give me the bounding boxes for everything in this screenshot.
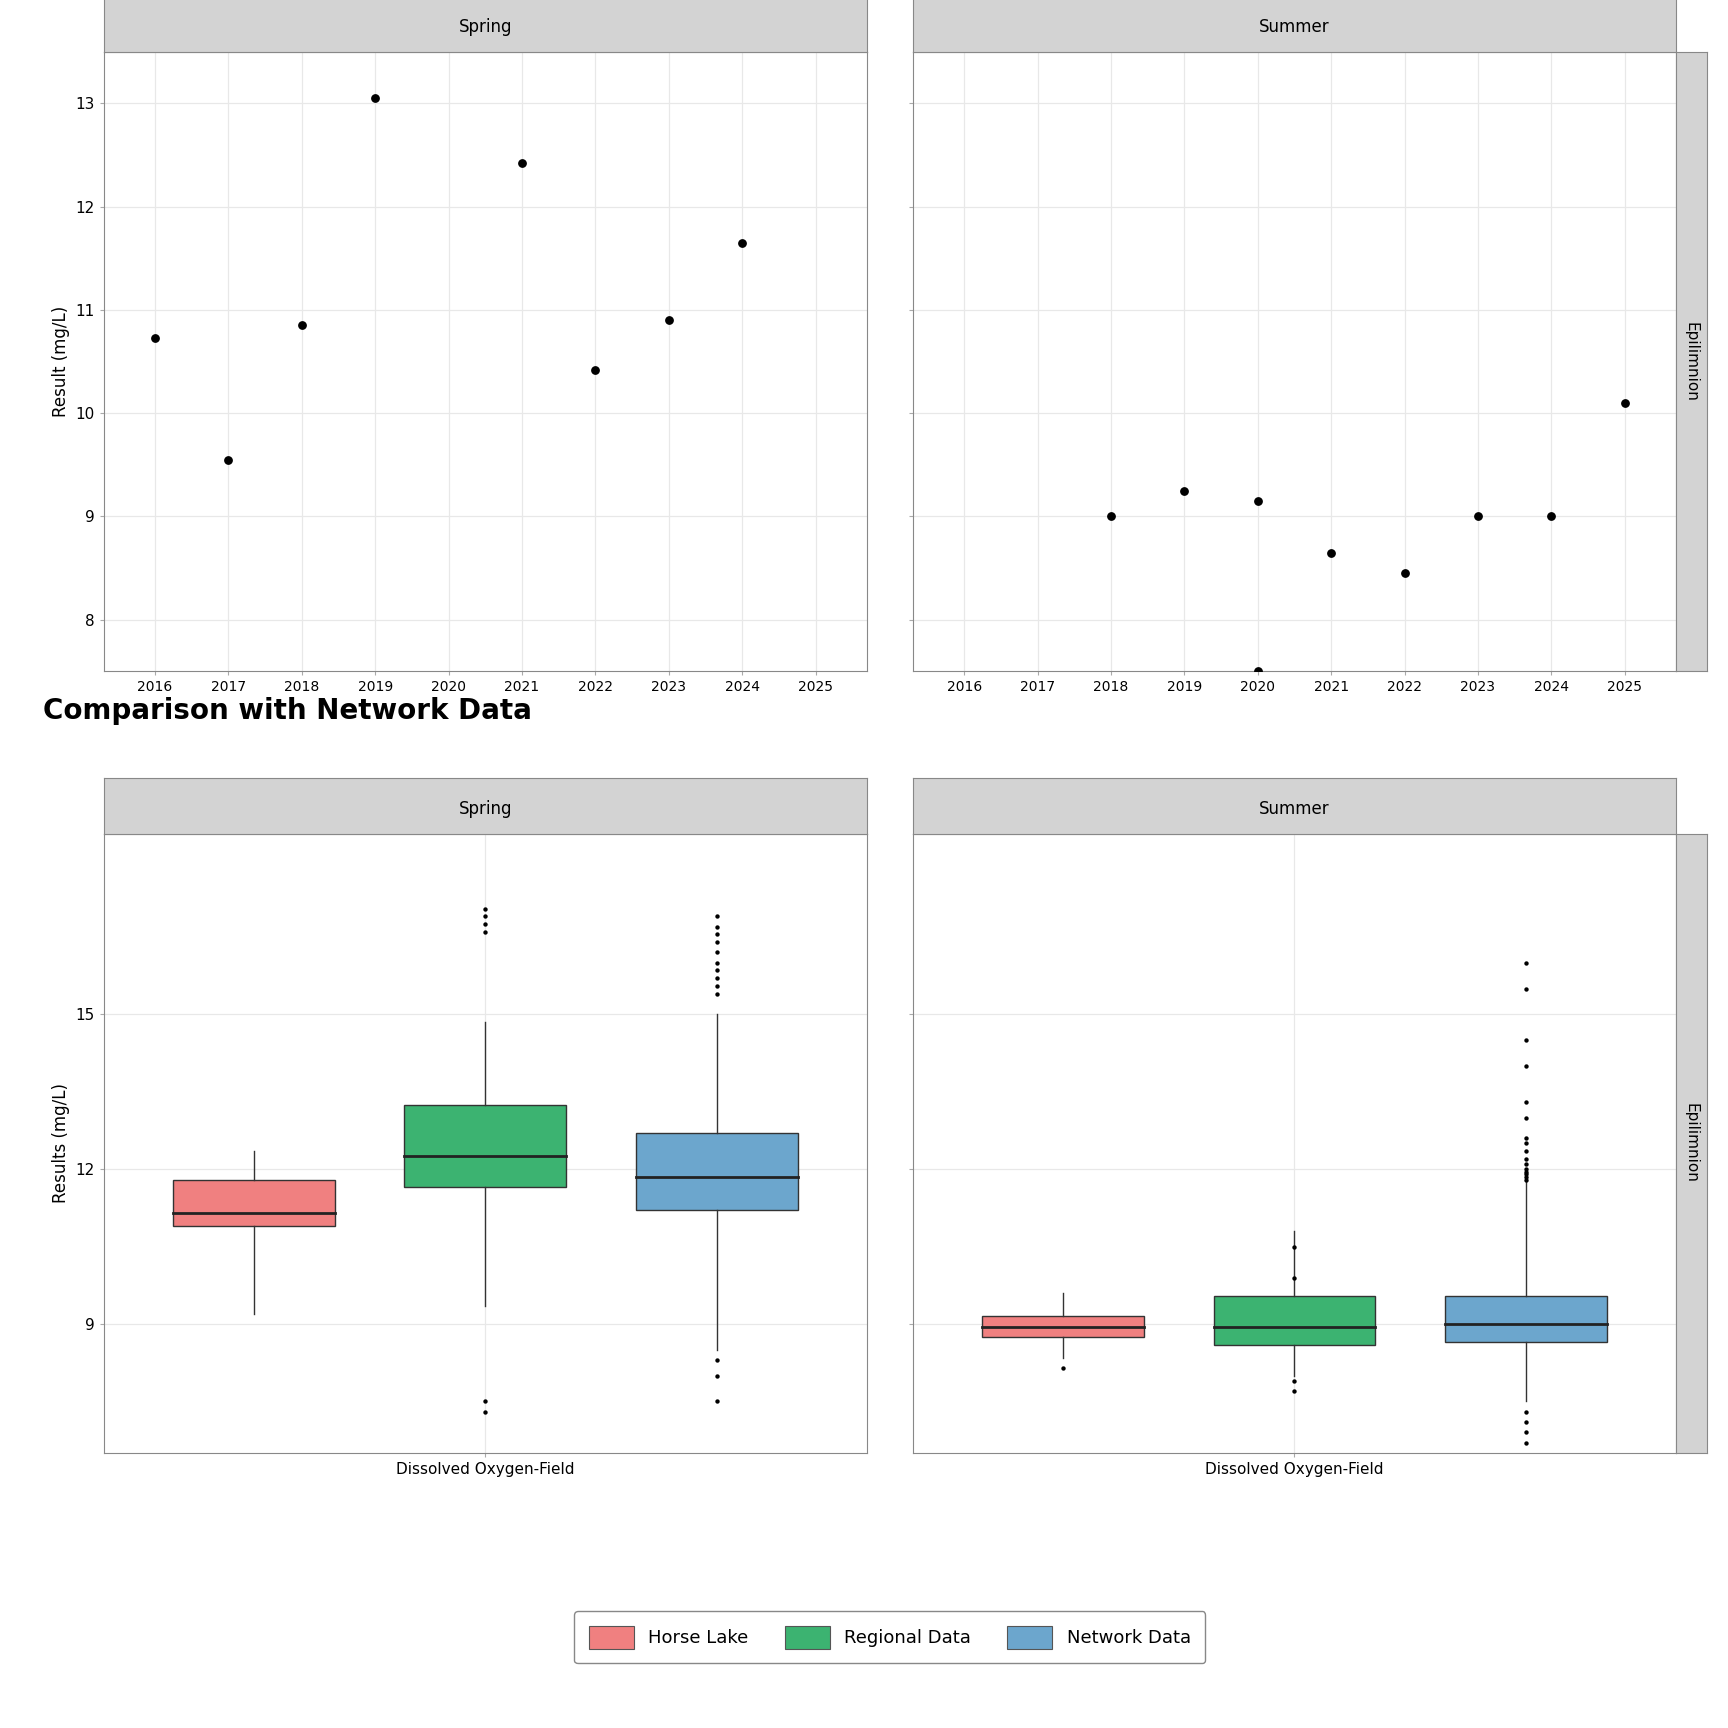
Point	[1512, 1429, 1540, 1457]
Point	[1512, 1104, 1540, 1132]
Point	[214, 446, 242, 473]
Point	[1280, 1232, 1308, 1260]
Bar	[982, 1317, 1144, 1337]
Point	[1512, 1052, 1540, 1080]
Point	[1280, 1263, 1308, 1291]
Point	[472, 911, 499, 938]
Point	[1512, 1146, 1540, 1173]
Point	[1512, 1158, 1540, 1185]
Point	[703, 902, 731, 930]
Point	[1512, 949, 1540, 976]
Point	[703, 928, 731, 956]
Point	[1512, 1151, 1540, 1178]
Point	[703, 964, 731, 992]
Point	[1317, 539, 1344, 567]
Point	[472, 895, 499, 923]
Point	[703, 1346, 731, 1374]
Point	[703, 980, 731, 1007]
Point	[1512, 1163, 1540, 1191]
Point	[703, 949, 731, 976]
Point	[1244, 487, 1272, 515]
Point	[1464, 503, 1491, 530]
Point	[472, 1398, 499, 1426]
Point	[1280, 1367, 1308, 1394]
Point	[1097, 503, 1125, 530]
Bar	[173, 1180, 335, 1225]
Bar	[1445, 1296, 1607, 1343]
Point	[1391, 560, 1419, 588]
Point	[1512, 1161, 1540, 1189]
Point	[1512, 1398, 1540, 1426]
Point	[703, 973, 731, 1001]
Point	[472, 1388, 499, 1415]
Point	[1170, 477, 1198, 505]
Point	[1512, 1419, 1540, 1446]
Point	[1512, 1408, 1540, 1436]
Point	[1512, 1137, 1540, 1165]
Point	[1244, 657, 1272, 684]
Point	[1049, 1355, 1077, 1382]
Point	[1280, 1377, 1308, 1405]
Point	[1512, 1026, 1540, 1054]
Point	[1512, 1166, 1540, 1194]
Point	[508, 150, 536, 178]
Bar	[636, 1134, 798, 1211]
Point	[703, 957, 731, 985]
Bar	[1213, 1296, 1375, 1344]
Point	[1512, 975, 1540, 1002]
Point	[142, 323, 169, 351]
Point	[361, 85, 389, 112]
Point	[703, 912, 731, 940]
Point	[703, 1362, 731, 1389]
Text: Comparison with Network Data: Comparison with Network Data	[43, 698, 532, 726]
Y-axis label: Results (mg/L): Results (mg/L)	[52, 1083, 69, 1203]
Point	[472, 918, 499, 945]
Point	[1538, 503, 1566, 530]
Point	[1512, 1125, 1540, 1153]
Point	[472, 902, 499, 930]
Point	[1512, 1130, 1540, 1158]
Y-axis label: Result (mg/L): Result (mg/L)	[52, 306, 69, 416]
Point	[729, 230, 757, 257]
Point	[703, 938, 731, 966]
Point	[582, 356, 610, 384]
Point	[1512, 1089, 1540, 1116]
Legend: Horse Lake, Regional Data, Network Data: Horse Lake, Regional Data, Network Data	[574, 1610, 1206, 1664]
Point	[1610, 389, 1638, 416]
Point	[289, 311, 316, 339]
Point	[703, 921, 731, 949]
Point	[1512, 1156, 1540, 1184]
Point	[655, 306, 683, 334]
Bar	[404, 1104, 567, 1187]
Point	[703, 1388, 731, 1415]
